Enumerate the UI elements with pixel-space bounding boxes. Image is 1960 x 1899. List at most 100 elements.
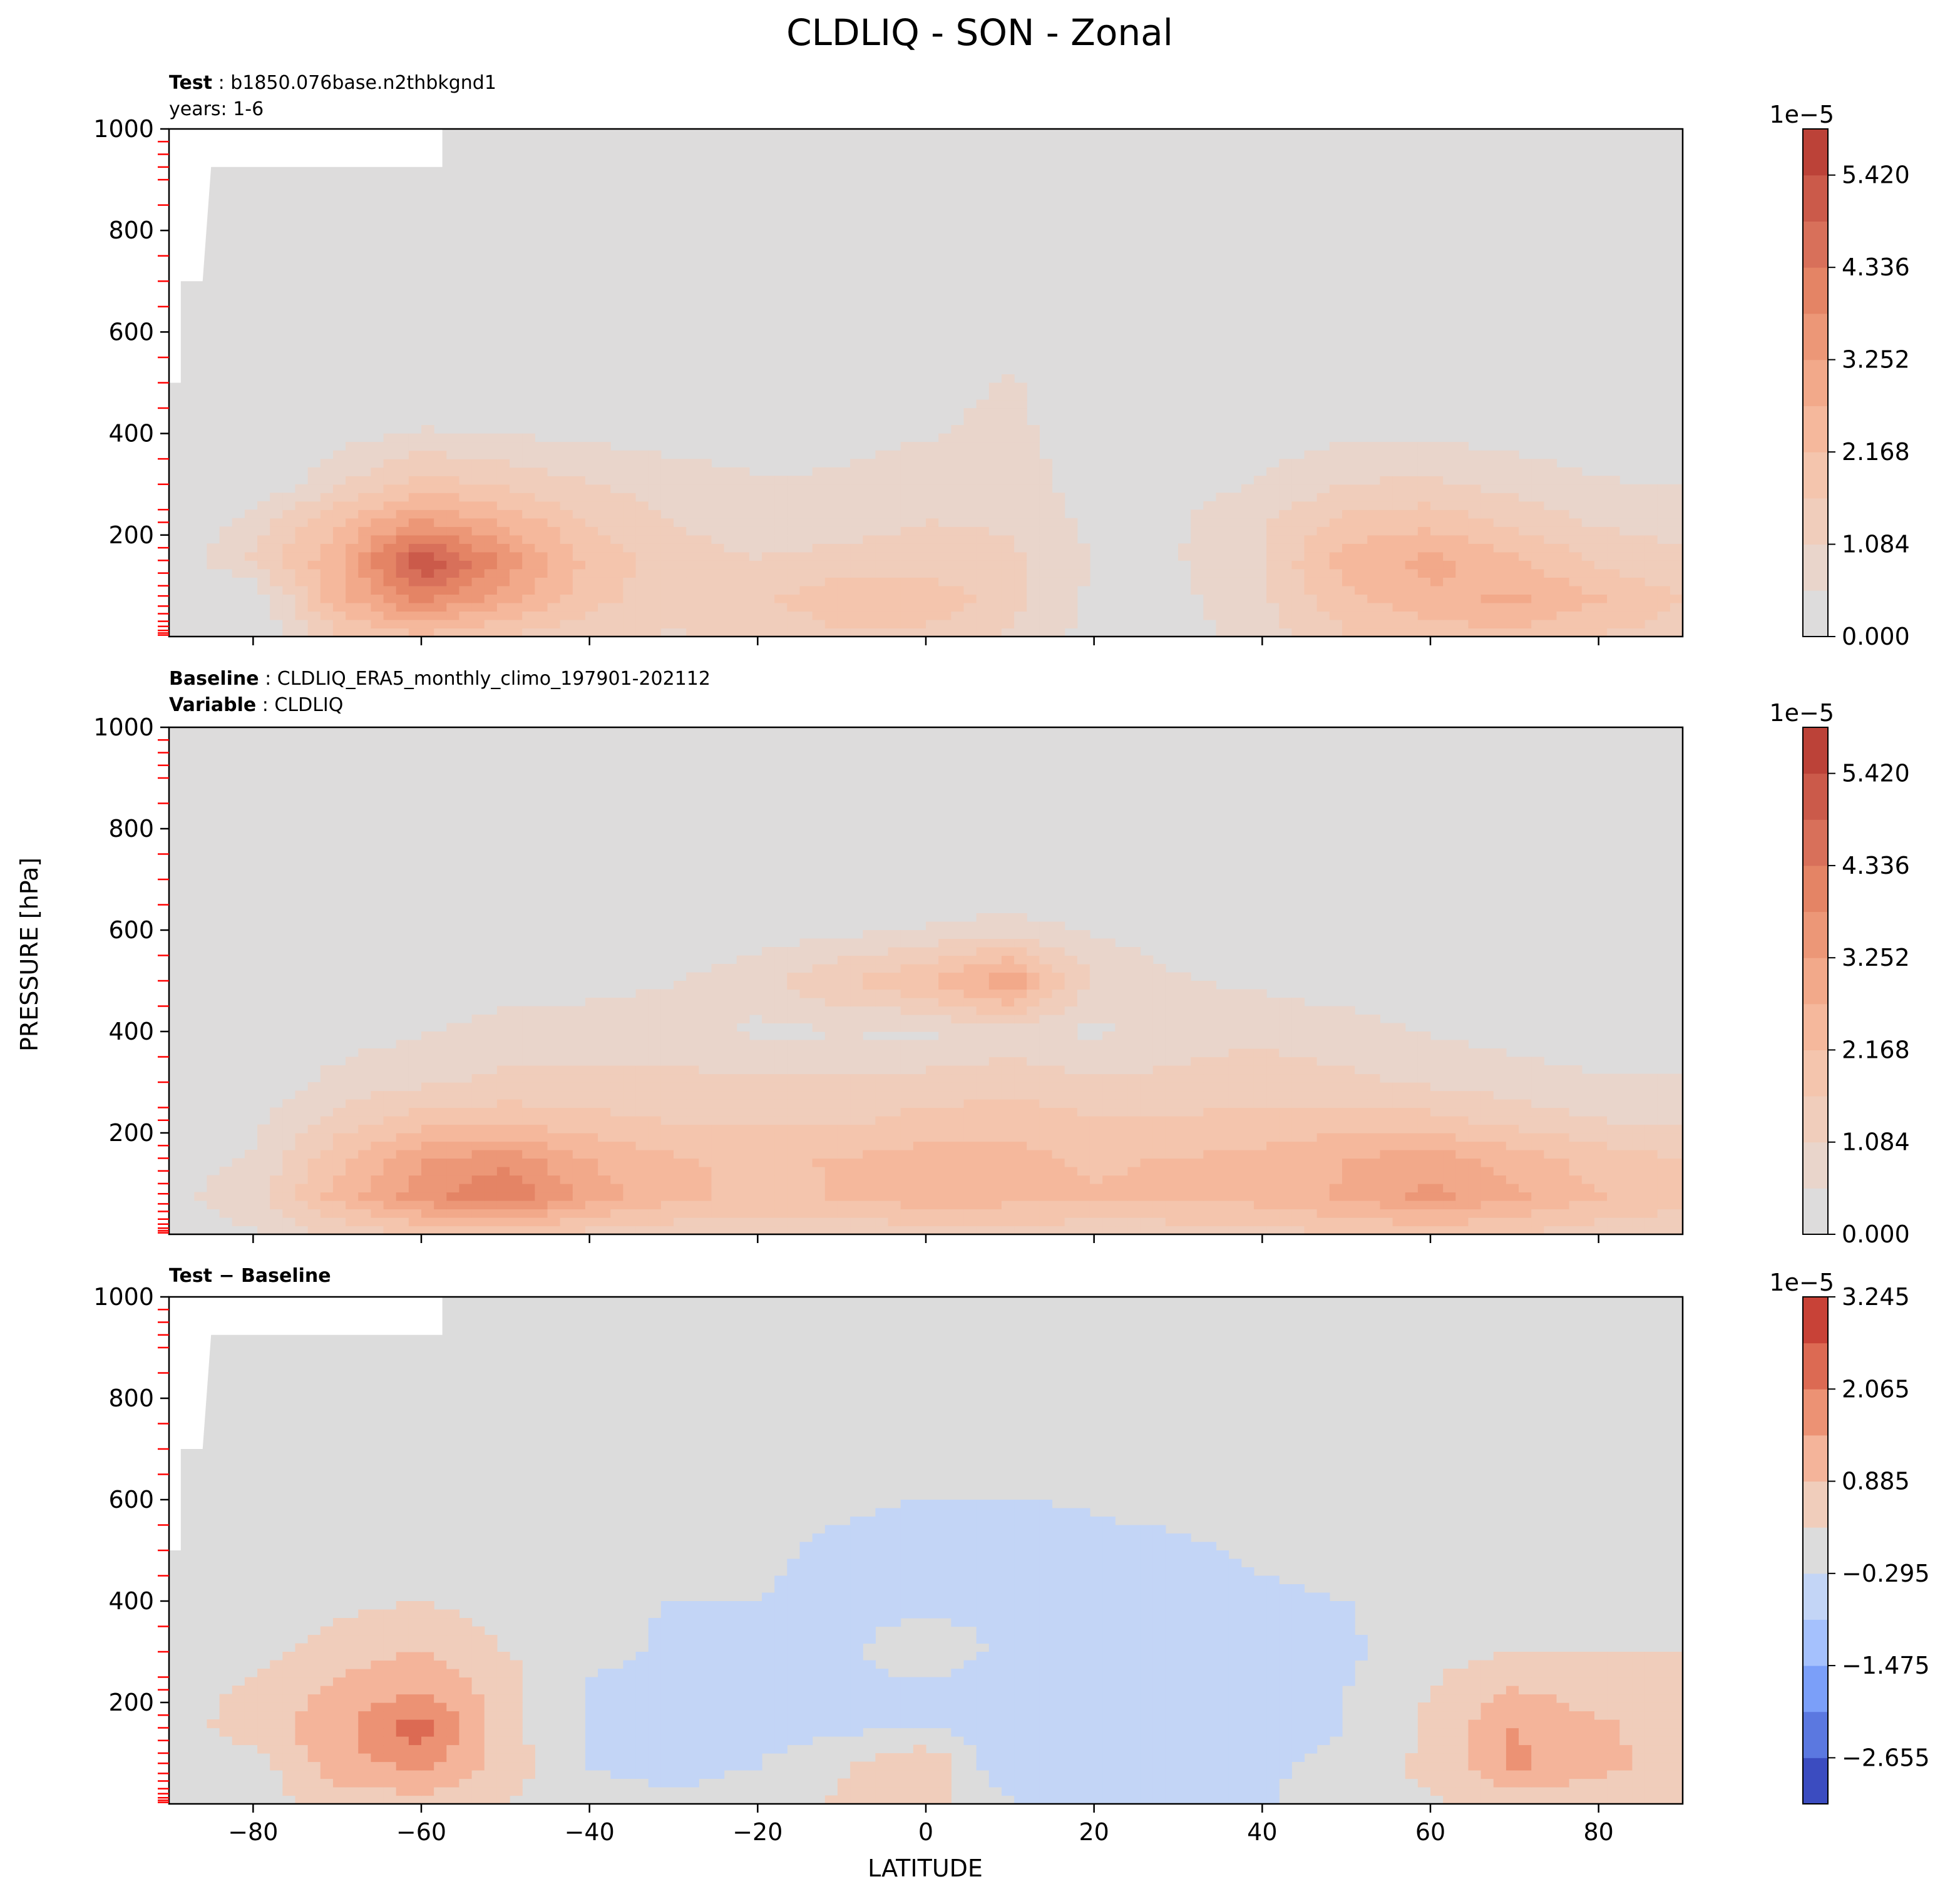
- contour-cell: [1493, 1116, 1507, 1125]
- contour-cell: [434, 1217, 447, 1227]
- contour-cell: [585, 560, 598, 570]
- contour-cell: [1544, 1133, 1557, 1142]
- contour-cell: [1316, 1065, 1330, 1075]
- contour-cell: [762, 1048, 775, 1058]
- contour-cell: [1594, 551, 1608, 561]
- contour-cell: [510, 1209, 523, 1218]
- contour-cell: [610, 484, 623, 493]
- contour-cell: [1644, 1200, 1658, 1210]
- contour-cell: [1152, 1141, 1166, 1150]
- contour-cell: [421, 476, 434, 485]
- contour-cell: [1279, 501, 1292, 510]
- contour-cell: [307, 1107, 321, 1117]
- contour-cell: [383, 1065, 397, 1075]
- contour-cell: [1569, 551, 1583, 561]
- contour-cell: [648, 1226, 662, 1234]
- contour-cell: [1329, 518, 1343, 527]
- contour-cell: [346, 1209, 359, 1218]
- contour-cell: [1468, 585, 1482, 595]
- contour-cell: [510, 602, 523, 612]
- contour-cell: [1430, 1167, 1444, 1176]
- contour-cell: [900, 543, 914, 553]
- contour-cell: [888, 459, 901, 468]
- contour-cell: [686, 1023, 699, 1032]
- contour-cell: [988, 1116, 1002, 1125]
- contour-cell: [1216, 493, 1229, 502]
- contour-cell: [1392, 450, 1406, 459]
- contour-cell: [1493, 1184, 1507, 1193]
- contour-cell: [421, 1200, 434, 1210]
- contour-cell: [1619, 611, 1633, 620]
- contour-cell: [1266, 1031, 1280, 1041]
- contour-cell: [926, 1073, 939, 1083]
- contour-cell: [774, 493, 788, 502]
- contour-cell: [951, 611, 965, 620]
- contour-cell: [585, 1107, 598, 1117]
- contour-cell: [1619, 1124, 1633, 1134]
- contour-cell: [1531, 594, 1544, 603]
- contour-cell: [598, 501, 611, 510]
- contour-cell: [774, 1175, 788, 1184]
- contour-cell: [963, 560, 977, 570]
- contour-cell: [976, 442, 990, 451]
- contour-cell: [1607, 1217, 1620, 1227]
- contour-cell: [383, 1175, 397, 1184]
- contour-cell: [1228, 1082, 1242, 1092]
- contour-cell: [799, 535, 813, 544]
- contour-cell: [1355, 501, 1368, 510]
- contour-cell: [1014, 1175, 1027, 1184]
- contour-cell: [951, 560, 965, 570]
- contour-cell: [1266, 509, 1280, 519]
- contour-cell: [371, 1175, 384, 1184]
- contour-cell: [383, 493, 397, 502]
- contour-cell: [1443, 1116, 1456, 1125]
- contour-cell: [888, 1141, 901, 1150]
- contour-cell: [219, 1167, 233, 1176]
- contour-cell: [371, 467, 384, 476]
- contour-cell: [837, 535, 851, 544]
- contour-cell: [332, 1133, 346, 1142]
- contour-cell: [1241, 1048, 1255, 1058]
- contour-cell: [888, 560, 901, 570]
- contour-cell: [762, 543, 775, 553]
- contour-cell: [1102, 1073, 1116, 1083]
- contour-cell: [535, 1175, 548, 1184]
- contour-cell: [812, 1175, 826, 1184]
- contour-cell: [1506, 1209, 1519, 1218]
- contour-cell: [1531, 1175, 1544, 1184]
- contour-cell: [976, 602, 990, 612]
- contour-cell: [749, 1090, 762, 1100]
- contour-cell: [951, 535, 965, 544]
- contour-cell: [1279, 1057, 1292, 1066]
- contour-cell: [496, 1073, 510, 1083]
- contour-cell: [1405, 535, 1419, 544]
- contour-cell: [1468, 1057, 1482, 1066]
- contour-cell: [1127, 1116, 1141, 1125]
- contour-cell: [1480, 560, 1494, 570]
- contour-cell: [1228, 560, 1242, 570]
- contour-cell: [1619, 594, 1633, 603]
- contour-cell: [1644, 1217, 1658, 1227]
- contour-cell: [938, 493, 952, 502]
- contour-cell: [1027, 1200, 1040, 1210]
- contour-cell: [736, 1209, 750, 1218]
- contour-cell: [635, 551, 649, 561]
- contour-cell: [1556, 1107, 1570, 1117]
- contour-cell: [1392, 1082, 1406, 1092]
- contour-cell: [1329, 1073, 1343, 1083]
- contour-cell: [762, 619, 775, 629]
- contour-cell: [1127, 1158, 1141, 1167]
- contour-cell: [1367, 476, 1380, 485]
- contour-cell: [510, 619, 523, 629]
- contour-cell: [1644, 543, 1658, 553]
- contour-cell: [1304, 594, 1318, 603]
- contour-cell: [1506, 1141, 1519, 1150]
- contour-cell: [446, 1184, 460, 1193]
- contour-cell: [1480, 1133, 1494, 1142]
- contour-cell: [1203, 1082, 1217, 1092]
- contour-cell: [1506, 501, 1519, 510]
- contour-cell: [1556, 585, 1570, 595]
- contour-cell: [988, 1184, 1002, 1193]
- contour-cell: [346, 467, 359, 476]
- contour-cell: [900, 518, 914, 527]
